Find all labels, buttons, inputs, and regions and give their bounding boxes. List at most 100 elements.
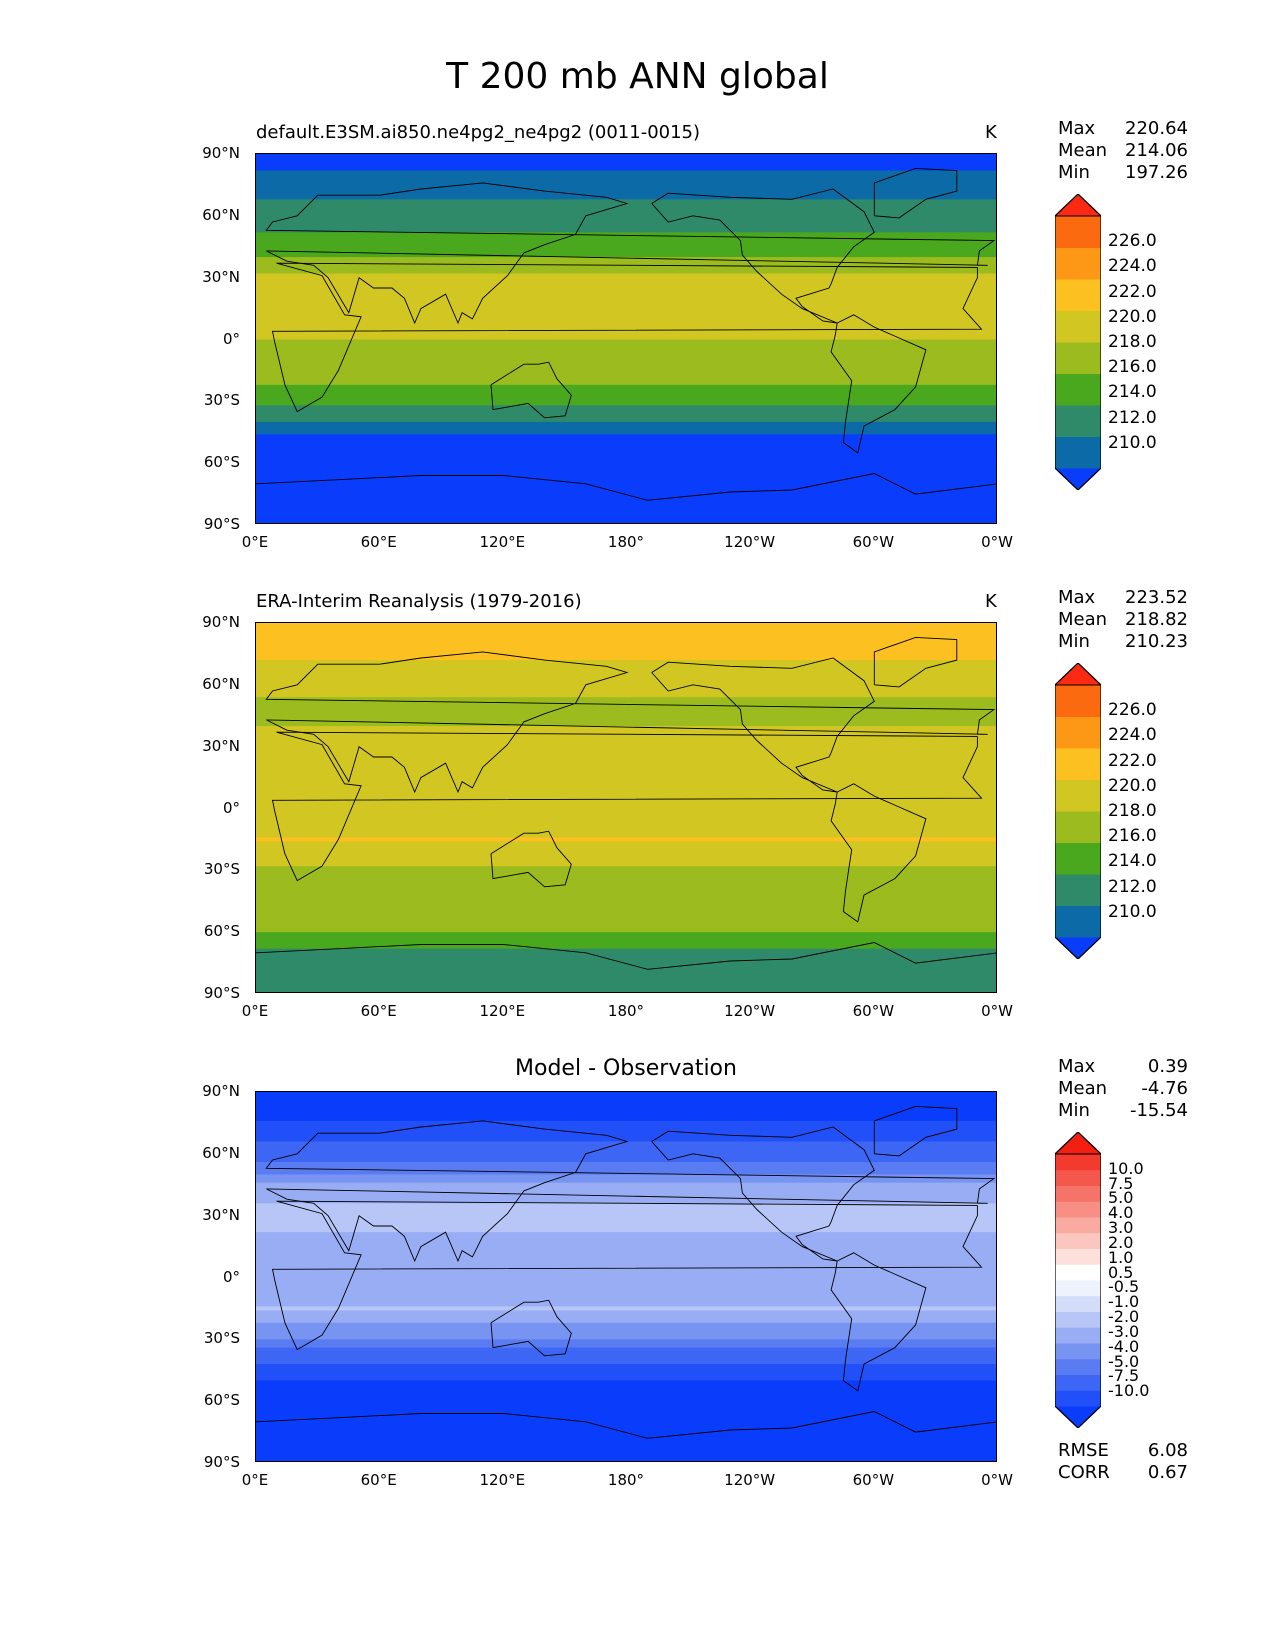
field-band [256, 932, 996, 937]
field-band [256, 796, 996, 801]
field-band [256, 709, 996, 715]
field-band [256, 1380, 996, 1386]
field-band [256, 701, 996, 707]
y-tick-label: 30°S [203, 391, 240, 410]
field-band [256, 195, 996, 200]
field-band [256, 158, 996, 163]
colorbar-tick-label: 226.0 [1108, 231, 1157, 252]
y-tick-label: 0° [222, 329, 240, 348]
field-band [256, 660, 996, 665]
field-band [256, 314, 996, 320]
max-value: 0.39 [1147, 1056, 1188, 1077]
stats-box: Max 220.64 Mean 214.06 Min 197.26 [1058, 118, 1188, 184]
field-band [256, 339, 996, 345]
field-band [256, 1261, 996, 1266]
panel-title: ERA-Interim Reanalysis (1979-2016) [256, 591, 582, 612]
field-band [256, 298, 996, 303]
field-band [256, 335, 996, 341]
field-band [256, 775, 996, 781]
field-band [256, 1137, 996, 1143]
y-tick-label: 30°N [202, 1205, 240, 1224]
y-tick-label: 30°S [203, 860, 240, 879]
min-label: Min [1058, 162, 1090, 183]
colorbar [1055, 663, 1101, 959]
field-band [256, 1310, 996, 1316]
colorbar-segment [1055, 748, 1101, 780]
colorbar-segment [1055, 247, 1101, 280]
colorbar-segment [1055, 685, 1101, 717]
colorbar-segment [1055, 1201, 1101, 1218]
field-band [256, 1397, 996, 1402]
field-band [256, 417, 996, 423]
field-band [256, 862, 996, 867]
coastline [490, 1299, 572, 1357]
colorbar-tick-label: 216.0 [1108, 826, 1157, 847]
panel-title: Model - Observation [515, 1056, 737, 1081]
field-band [256, 459, 996, 464]
field-band [256, 940, 996, 946]
colorbar-tick-label: -0.5 [1108, 1277, 1140, 1297]
field-band [256, 454, 996, 460]
field-band [256, 512, 996, 518]
colorbar-segment [1055, 905, 1101, 938]
colorbar-segment [1055, 1264, 1101, 1281]
field-band [256, 647, 996, 653]
field-band [256, 899, 996, 904]
field-band [256, 240, 996, 246]
colorbar-tick-label: 2.0 [1108, 1232, 1134, 1252]
mean-label: Mean [1058, 1078, 1108, 1099]
stats-box: Max 223.52 Mean 218.82 Min 210.23 [1058, 587, 1188, 653]
field-band [256, 730, 996, 735]
colorbar-segment [1055, 1311, 1101, 1328]
field-band [256, 257, 996, 262]
field-band [256, 833, 996, 838]
colorbar-segment [1055, 310, 1101, 343]
field-band [256, 1322, 996, 1328]
field-band [256, 697, 996, 702]
field-band [256, 1265, 996, 1270]
field-band [256, 631, 996, 636]
coastline [873, 636, 958, 688]
field-band [256, 651, 996, 657]
colorbar-extend-max [1055, 194, 1101, 217]
field-band [256, 816, 996, 822]
stats-box: Max 0.39 Mean -4.76 Min -15.54 [1058, 1056, 1188, 1122]
field-band [256, 372, 996, 378]
field-band [256, 306, 996, 312]
coastline [271, 262, 983, 413]
diff-map [255, 1091, 997, 1462]
field-band [256, 409, 996, 415]
x-tick-label: 120°E [479, 1471, 526, 1489]
field-band [256, 1314, 996, 1320]
y-tick-label: 60°S [203, 922, 240, 941]
field-band [256, 1425, 996, 1431]
field-band [256, 1228, 996, 1233]
mean-label: Mean [1058, 609, 1108, 630]
mean-value: 218.82 [1125, 609, 1188, 630]
colorbar-segment [1055, 1248, 1101, 1265]
field-band [256, 713, 996, 719]
field-band [256, 639, 996, 645]
field-band [256, 1190, 996, 1196]
field-band [256, 956, 996, 962]
field-band [256, 500, 996, 505]
field-band [256, 364, 996, 369]
field-band [256, 804, 996, 810]
field-band [256, 397, 996, 402]
min-value: 197.26 [1125, 162, 1188, 183]
y-tick-label: 0° [222, 1267, 240, 1286]
field-band [256, 837, 996, 843]
y-tick-label: 60°N [202, 1143, 240, 1162]
field-band [256, 430, 996, 435]
field-band [256, 800, 996, 805]
field-band [256, 705, 996, 711]
colorbar-tick-label: -2.0 [1108, 1307, 1140, 1327]
x-tick-label: 180° [607, 1002, 645, 1020]
field-band [256, 1450, 996, 1456]
field-band [256, 1207, 996, 1213]
field-band [256, 680, 996, 686]
field-band [256, 759, 996, 764]
x-tick-label: 180° [607, 1471, 645, 1489]
x-tick-label: 180° [607, 533, 645, 551]
field-band [256, 1318, 996, 1324]
